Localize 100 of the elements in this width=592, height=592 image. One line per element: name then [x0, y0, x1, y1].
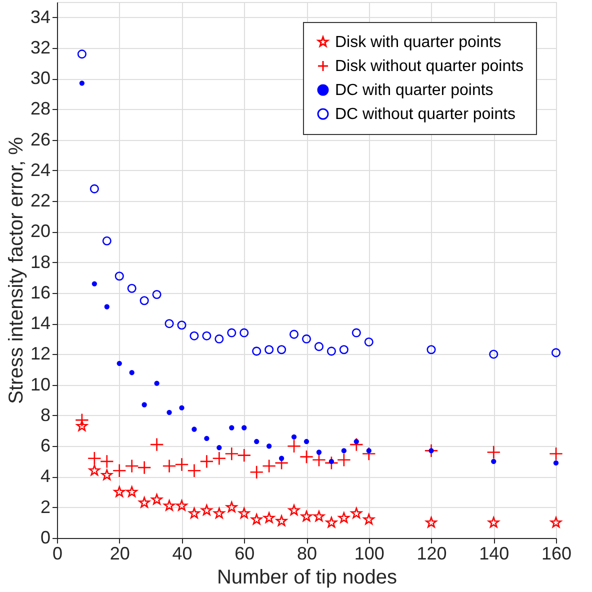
point — [363, 514, 375, 525]
x-tick-label: 20 — [110, 544, 130, 564]
point — [426, 516, 437, 528]
point — [190, 331, 199, 340]
y-tick-label: 26 — [30, 129, 50, 150]
y-tick-label: 8 — [40, 404, 50, 425]
point — [114, 272, 124, 281]
point — [154, 380, 160, 386]
point — [302, 334, 312, 344]
point — [277, 345, 286, 354]
x-tick-label: 60 — [234, 544, 255, 564]
point — [166, 410, 172, 416]
point — [188, 508, 200, 518]
point — [176, 500, 188, 511]
point — [224, 446, 239, 461]
point — [326, 346, 336, 356]
point — [129, 370, 134, 376]
point — [250, 514, 262, 525]
point — [202, 331, 212, 340]
point — [350, 508, 362, 518]
point — [254, 438, 260, 444]
point — [250, 465, 264, 480]
point — [226, 501, 238, 512]
point — [313, 510, 325, 522]
point — [100, 454, 114, 468]
point — [204, 436, 210, 442]
point — [252, 346, 262, 356]
point — [201, 504, 212, 516]
point — [288, 504, 300, 516]
point — [364, 337, 374, 346]
point — [90, 184, 99, 194]
point — [300, 450, 314, 464]
point — [338, 512, 350, 523]
point — [324, 456, 338, 470]
point — [104, 304, 110, 310]
x-tick-label: 120 — [416, 544, 447, 564]
x-tick-label: 140 — [479, 544, 510, 564]
y-tick-label: 32 — [30, 37, 50, 58]
point — [336, 452, 351, 467]
point — [349, 438, 364, 452]
legend-label: DC without quarter points — [335, 106, 516, 123]
point — [262, 459, 276, 473]
point — [339, 345, 348, 354]
point — [74, 413, 89, 428]
point — [164, 500, 175, 511]
point — [326, 516, 338, 528]
point — [428, 448, 434, 454]
y-tick-label: 4 — [40, 466, 50, 486]
point — [316, 450, 322, 455]
y-axis-title: Stress intensity factor error, % — [5, 136, 28, 404]
point — [549, 446, 563, 461]
y-tick-label: 6 — [40, 436, 50, 456]
point — [140, 296, 149, 306]
point — [352, 328, 361, 338]
y-tick-label: 30 — [30, 68, 50, 88]
point — [312, 452, 326, 467]
y-tick-label: 0 — [40, 528, 50, 548]
point — [127, 284, 136, 293]
point — [489, 350, 498, 359]
point — [341, 448, 347, 454]
point — [200, 454, 214, 468]
y-tick-label: 28 — [30, 98, 50, 119]
point — [354, 438, 359, 444]
point — [328, 458, 334, 464]
point — [102, 236, 112, 246]
point — [551, 348, 561, 358]
point — [126, 486, 138, 497]
point — [287, 439, 301, 454]
legend-label: Disk with quarter points — [335, 34, 502, 51]
y-tick-label: 2 — [40, 496, 50, 517]
point — [491, 458, 496, 464]
point — [266, 444, 272, 449]
point — [426, 345, 436, 354]
point — [138, 496, 150, 508]
point — [101, 469, 113, 480]
point — [300, 510, 312, 522]
point — [88, 464, 100, 476]
point — [304, 438, 310, 444]
point — [87, 451, 102, 466]
legend-label: DC with quarter points — [335, 82, 494, 99]
point — [77, 50, 86, 59]
point — [137, 460, 152, 475]
y-tick-label: 34 — [30, 6, 50, 27]
x-tick-label: 80 — [296, 544, 318, 564]
point — [362, 446, 376, 461]
point — [76, 420, 88, 432]
point — [142, 402, 147, 408]
point — [553, 460, 559, 466]
point — [229, 425, 234, 430]
point — [314, 342, 324, 352]
point — [151, 494, 162, 505]
y-tick-label: 20 — [30, 221, 50, 242]
point — [486, 445, 501, 460]
point — [116, 360, 122, 366]
point — [290, 330, 299, 339]
point — [242, 425, 247, 430]
x-axis-title: Number of tip nodes — [216, 566, 398, 588]
point — [263, 512, 275, 523]
point — [164, 319, 174, 328]
y-tick-label: 10 — [30, 374, 50, 394]
